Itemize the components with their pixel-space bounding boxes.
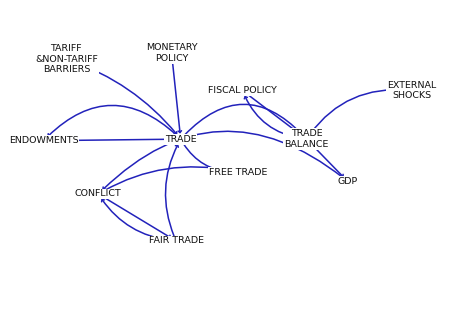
Text: FAIR TRADE: FAIR TRADE xyxy=(149,236,204,246)
Text: EXTERNAL
SHOCKS: EXTERNAL SHOCKS xyxy=(387,81,437,100)
Text: CONFLICT: CONFLICT xyxy=(75,189,122,198)
Text: GDP: GDP xyxy=(337,177,358,186)
Text: TRADE: TRADE xyxy=(165,135,197,144)
Text: TARIFF
&NON-TARIFF
BARRIERS: TARIFF &NON-TARIFF BARRIERS xyxy=(35,44,98,74)
Text: ENDOWMENTS: ENDOWMENTS xyxy=(9,136,78,145)
Text: TRADE
BALANCE: TRADE BALANCE xyxy=(284,130,328,149)
Text: MONETARY
POLICY: MONETARY POLICY xyxy=(146,43,197,63)
Text: FISCAL POLICY: FISCAL POLICY xyxy=(208,86,277,95)
Text: FREE TRADE: FREE TRADE xyxy=(209,167,267,176)
